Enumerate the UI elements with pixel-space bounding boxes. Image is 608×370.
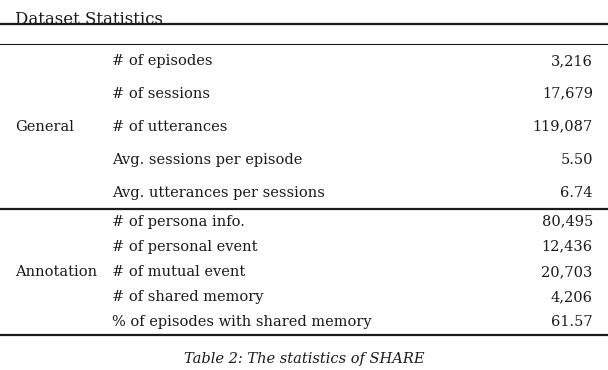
- Text: 119,087: 119,087: [533, 120, 593, 134]
- Text: # of shared memory: # of shared memory: [112, 290, 264, 304]
- Text: Table 2: The statistics of SHARE: Table 2: The statistics of SHARE: [184, 352, 424, 366]
- Text: 4,206: 4,206: [551, 290, 593, 304]
- Text: 61.57: 61.57: [551, 315, 593, 329]
- Text: Dataset Statistics: Dataset Statistics: [15, 11, 163, 28]
- Text: 6.74: 6.74: [561, 186, 593, 199]
- Text: % of episodes with shared memory: % of episodes with shared memory: [112, 315, 372, 329]
- Text: Avg. sessions per episode: Avg. sessions per episode: [112, 153, 303, 166]
- Text: # of episodes: # of episodes: [112, 54, 213, 68]
- Text: 80,495: 80,495: [542, 215, 593, 229]
- Text: General: General: [15, 120, 74, 134]
- Text: 3,216: 3,216: [551, 54, 593, 68]
- Text: # of utterances: # of utterances: [112, 120, 228, 134]
- Text: 17,679: 17,679: [542, 87, 593, 101]
- Text: # of mutual event: # of mutual event: [112, 265, 246, 279]
- Text: Avg. utterances per sessions: Avg. utterances per sessions: [112, 186, 325, 199]
- Text: 20,703: 20,703: [542, 265, 593, 279]
- Text: Annotation: Annotation: [15, 265, 97, 279]
- Text: # of persona info.: # of persona info.: [112, 215, 246, 229]
- Text: # of sessions: # of sessions: [112, 87, 210, 101]
- Text: 5.50: 5.50: [561, 153, 593, 166]
- Text: # of personal event: # of personal event: [112, 240, 258, 254]
- Text: 12,436: 12,436: [542, 240, 593, 254]
